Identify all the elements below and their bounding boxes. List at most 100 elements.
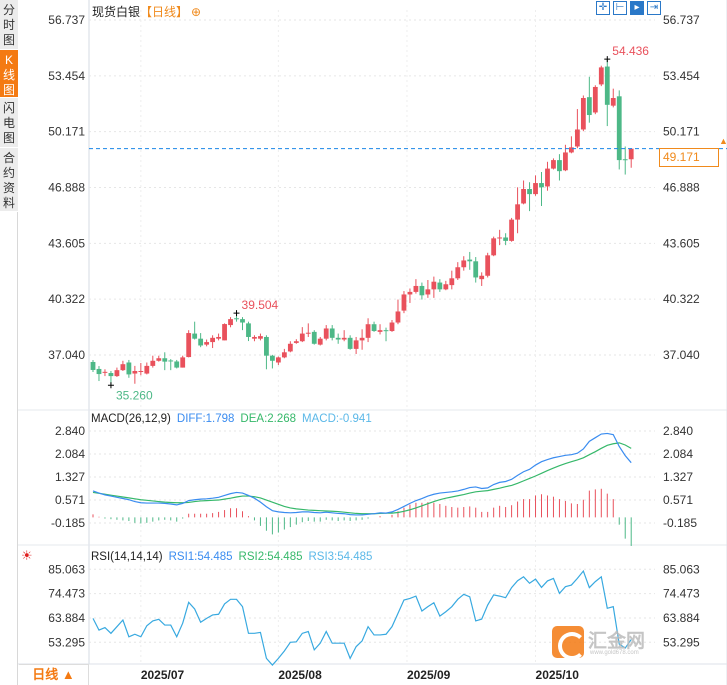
candle-body (533, 183, 538, 195)
instrument-name: 现货白银 (92, 5, 141, 19)
price-tick-right: 53.454 (663, 69, 700, 83)
macd-tick-right: 2.840 (663, 424, 693, 438)
candle-body (335, 337, 341, 340)
extreme-marker (107, 382, 114, 389)
candle-body (281, 352, 287, 358)
tab-kline[interactable]: K线图 (0, 50, 18, 98)
candle-body (545, 168, 550, 187)
candle-body (539, 183, 544, 188)
rsi-tick-left: 85.063 (48, 562, 85, 576)
price-tick-left: 46.888 (48, 181, 85, 195)
logo-url: www.gold678.com (590, 650, 639, 656)
candle-body (509, 219, 514, 241)
candle-body (443, 284, 449, 290)
diff-line (92, 432, 632, 516)
time-label: 2025/10 (536, 668, 580, 682)
watermark-logo: 汇金网 www.gold678.com (552, 626, 645, 660)
price-tick-right: 46.888 (663, 181, 700, 195)
indicator-settings-icon[interactable]: ☀ (21, 548, 33, 563)
rsi-title: RSI(14,14,14) (91, 551, 163, 563)
price-tick-right: 43.605 (663, 236, 700, 250)
rsi-tick-left: 63.884 (48, 611, 85, 625)
dea-value: DEA:2.268 (240, 413, 297, 425)
tab-timeshare[interactable]: 分时图 (0, 0, 18, 50)
macd-tick-left: 2.840 (55, 424, 85, 438)
tab-flash[interactable]: 闪电图 (0, 98, 18, 148)
scroll-up-icon[interactable]: ▲ (719, 136, 727, 146)
rsi3-value: RSI3:54.485 (308, 551, 373, 563)
rsi-legend: RSI(14,14,14) RSI1:54.485 RSI2:54.485 RSI3:… (91, 551, 372, 563)
local-high-label: 39.504 (242, 298, 279, 312)
candle-body (192, 333, 198, 339)
macd-tick-right: 1.327 (663, 470, 693, 484)
candle-body (479, 275, 485, 280)
tab-contract-info[interactable]: 合约资料 (0, 148, 18, 212)
candle-body (610, 98, 616, 106)
candle-body (521, 189, 526, 204)
candle-body (395, 311, 401, 323)
candle-body (174, 361, 180, 368)
range-icon[interactable]: ⊢ (613, 1, 627, 15)
macd-tick-left: 2.084 (55, 447, 85, 461)
candle-body (240, 319, 245, 323)
candle-body (228, 319, 233, 326)
candle-body (407, 291, 413, 295)
candle-body (353, 340, 359, 349)
candle-body (592, 86, 598, 113)
candle-body (473, 261, 479, 278)
macd-value: MACD:-0.941 (302, 413, 372, 425)
period-selector-button[interactable]: 日线 ▲ (19, 664, 89, 685)
candle-body (557, 160, 562, 172)
candle-body (437, 282, 443, 290)
candle-body (377, 330, 383, 332)
candle-body (628, 148, 634, 160)
candle-body (264, 336, 269, 356)
extreme-marker (604, 56, 611, 63)
candle-body (616, 96, 622, 161)
crosshair-icon[interactable]: ✛ (596, 1, 610, 15)
candle-body (359, 337, 365, 341)
macd-tick-left: 0.571 (55, 493, 85, 507)
rsi-tick-left: 53.295 (48, 635, 85, 649)
candle-body (580, 98, 586, 130)
price-tick-left: 43.605 (48, 236, 85, 250)
candle-body (491, 238, 497, 256)
price-tick-right: 56.737 (663, 13, 700, 27)
candle-body (186, 333, 192, 358)
candle-body (401, 294, 407, 311)
candle-body (622, 159, 628, 161)
candle-body (317, 338, 323, 345)
candle-body (503, 237, 509, 241)
candle-body (108, 373, 114, 377)
candle-body (222, 324, 227, 341)
zoom-fit-icon[interactable]: ▸ (630, 1, 644, 15)
add-indicator-icon[interactable]: ⊕ (191, 5, 202, 19)
diff-value: DIFF:1.798 (176, 413, 235, 425)
sidebar: 分时图 K线图 闪电图 合约资料 (0, 0, 18, 685)
price-tick-left: 56.737 (48, 13, 85, 27)
candle-body (144, 365, 150, 374)
candle-body (515, 204, 520, 220)
rsi-tick-right: 74.473 (663, 587, 700, 601)
candle-body (216, 336, 221, 339)
logo-mark-icon (552, 626, 586, 660)
candle-body (383, 330, 389, 332)
candle-body (114, 370, 120, 377)
candle-body (371, 324, 377, 332)
candle-body (425, 289, 431, 295)
rsi1-value: RSI1:54.485 (168, 551, 233, 563)
candle-body (449, 278, 455, 286)
candle-body (293, 341, 299, 343)
period-label: 【日线】 (140, 5, 189, 19)
candle-body (527, 189, 532, 195)
candle-body (467, 259, 473, 262)
candle-body (311, 331, 317, 344)
candle-body (485, 255, 491, 276)
scroll-end-icon[interactable]: ⇥ (647, 1, 661, 15)
rsi-tick-right: 63.884 (663, 611, 700, 625)
candle-body (180, 357, 186, 368)
rsi-tick-right: 85.063 (663, 562, 700, 576)
time-label: 2025/09 (407, 668, 451, 682)
candle-body (389, 322, 395, 332)
